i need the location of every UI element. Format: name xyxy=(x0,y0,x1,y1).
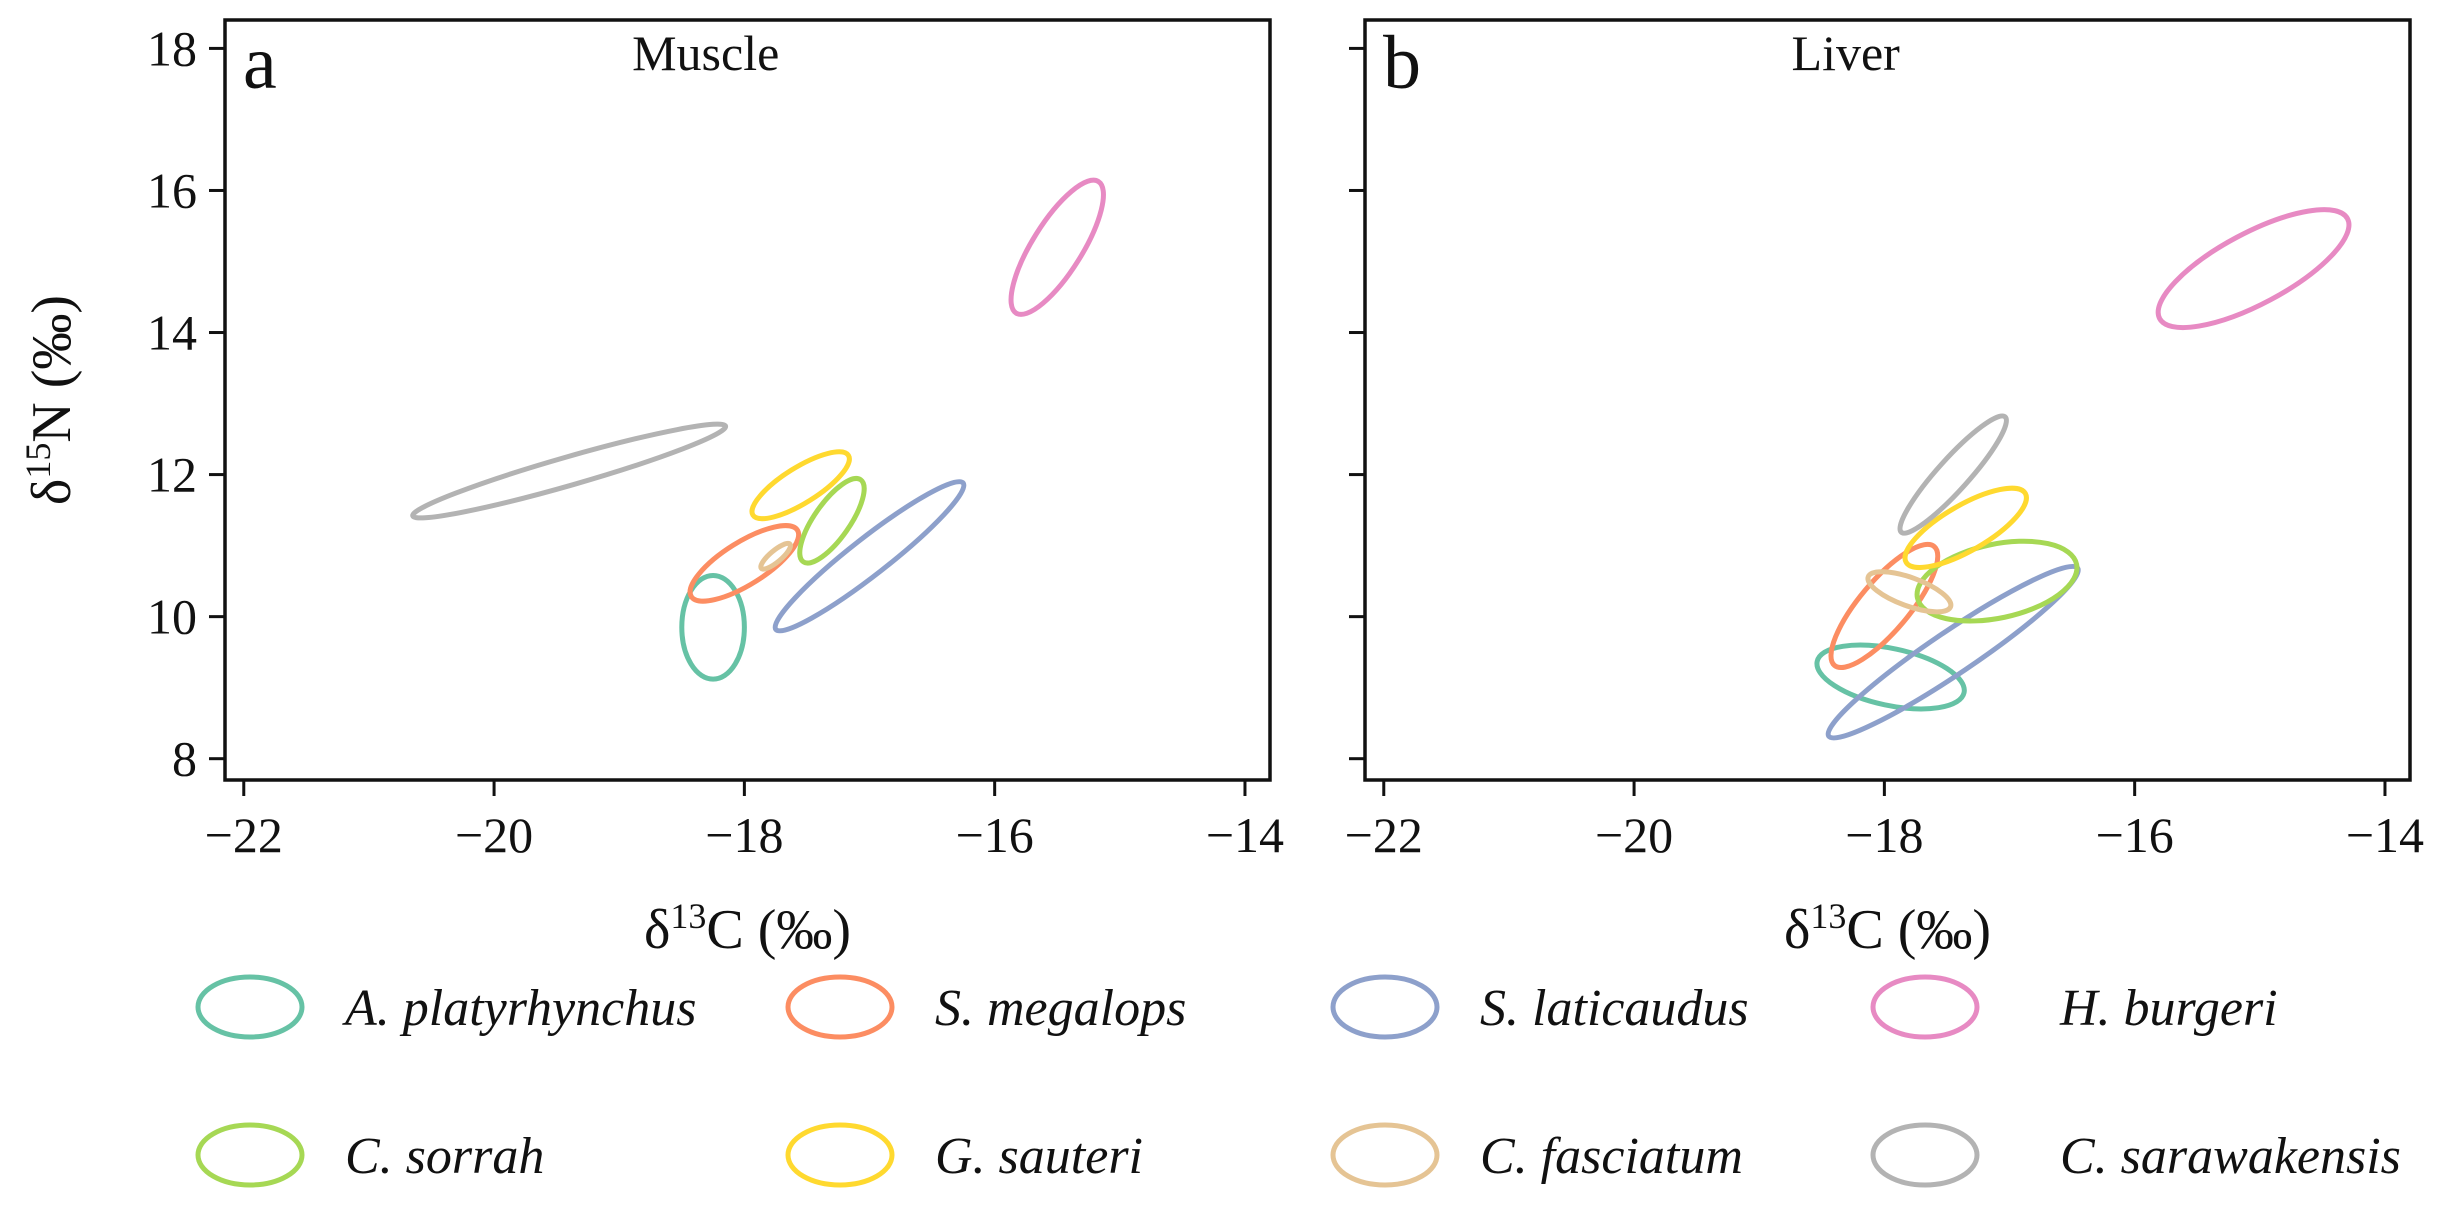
legend-label: H. burgeri xyxy=(2059,980,2278,1037)
legend-item: S. megalops xyxy=(785,974,1186,1040)
ellipse-g-sauteri xyxy=(1902,485,2029,570)
ellipse-s-laticaudus xyxy=(1825,563,2081,741)
x-tick-label: −16 xyxy=(956,807,1034,863)
ellipse-s-megalops xyxy=(687,523,802,604)
ellipse-s-megalops xyxy=(1828,541,1941,671)
panel-title: Liver xyxy=(1792,25,1901,81)
axis-label-superscript: 13 xyxy=(1810,896,1846,936)
legend-label: G. sauteri xyxy=(935,1128,1143,1185)
y-tick-label: 8 xyxy=(172,731,197,787)
legend-label: S. laticaudus xyxy=(1480,980,1749,1037)
ellipse-c-sarawakensis xyxy=(410,421,729,521)
axis-label-superscript: 13 xyxy=(670,896,706,936)
y-tick-label: 14 xyxy=(147,305,197,361)
ellipse-c-fasciatum xyxy=(758,540,793,572)
legend-swatch xyxy=(1330,1122,1440,1188)
x-tick-label: −20 xyxy=(455,807,533,863)
panel-title: Muscle xyxy=(632,25,779,81)
y-tick-label: 16 xyxy=(147,162,197,218)
x-axis-label: δ13C (‰) xyxy=(1784,896,1991,961)
x-tick-label: −18 xyxy=(705,807,783,863)
legend-item: S. laticaudus xyxy=(1330,974,1749,1040)
legend-item: H. burgeri xyxy=(1870,974,2278,1040)
panel-liver: −22 −20 −18 −16 −14 Liver b δ13C (‰) xyxy=(1345,18,2424,961)
legend-item: A. platyrhynchus xyxy=(195,974,696,1040)
ellipse-a-platyrhynchus xyxy=(1814,642,1967,712)
legend-label: C. fasciatum xyxy=(1480,1128,1743,1185)
x-tick-label: −22 xyxy=(1345,807,1423,863)
plot-frame xyxy=(223,18,1272,782)
ellipse-h-burgeri xyxy=(2155,207,2352,331)
x-tick-label: −16 xyxy=(2096,807,2174,863)
ellipse-s-laticaudus xyxy=(772,479,967,634)
plot-frame xyxy=(1363,18,2412,782)
ellipse-a-platyrhynchus xyxy=(679,572,747,682)
panel-muscle: −22 −20 −18 −16 −14 8 10 12 14 16 18 Muscle a δ13C (‰… xyxy=(18,18,1284,961)
legend-swatch xyxy=(195,1122,305,1188)
ellipse-c-sarawakensis xyxy=(1897,413,2009,536)
x-tick-label: −18 xyxy=(1845,807,1923,863)
x-tick-label: −14 xyxy=(2346,807,2424,863)
y-tick-label: 10 xyxy=(147,589,197,645)
ellipse-g-sauteri xyxy=(749,449,852,522)
x-tick-label: −20 xyxy=(1595,807,1673,863)
panel-letter: b xyxy=(1383,21,1421,105)
legend-label: C. sarawakensis xyxy=(2060,1128,2401,1185)
y-tick-label: 18 xyxy=(147,20,197,76)
legend-swatch xyxy=(1870,1122,1980,1188)
legend-label: A. platyrhynchus xyxy=(342,980,696,1037)
axis-label-superscript: 15 xyxy=(18,443,58,479)
ellipse-c-sorrah xyxy=(797,475,867,566)
ellipse-c-fasciatum xyxy=(1865,569,1954,615)
x-tick-label: −14 xyxy=(1206,807,1284,863)
y-axis-label: δ15N (‰) xyxy=(18,295,83,505)
legend-item: G. sauteri xyxy=(785,1122,1143,1188)
legend-item: C. fasciatum xyxy=(1330,1122,1743,1188)
legend-swatch xyxy=(195,974,305,1040)
legend-swatch xyxy=(1330,974,1440,1040)
legend-swatch xyxy=(1870,974,1980,1040)
y-tick-label: 12 xyxy=(147,447,197,503)
panel-letter: a xyxy=(243,21,277,105)
legend-item: C. sarawakensis xyxy=(1870,1122,2401,1188)
ellipse-c-sorrah xyxy=(1914,538,2080,624)
x-tick-label: −22 xyxy=(205,807,283,863)
legend-label: S. megalops xyxy=(935,980,1186,1037)
x-axis-label: δ13C (‰) xyxy=(644,896,851,961)
legend-swatch xyxy=(785,1122,895,1188)
legend: A. platyrhynchus S. megalops S. laticaudus… xyxy=(195,974,2401,1188)
legend-swatch xyxy=(785,974,895,1040)
legend-item: C. sorrah xyxy=(195,1122,544,1188)
panels: −22 −20 −18 −16 −14 8 10 12 14 16 18 Muscle a δ13C (‰… xyxy=(18,18,2424,961)
ellipse-h-burgeri xyxy=(1008,177,1106,317)
legend-label: C. sorrah xyxy=(345,1128,544,1185)
